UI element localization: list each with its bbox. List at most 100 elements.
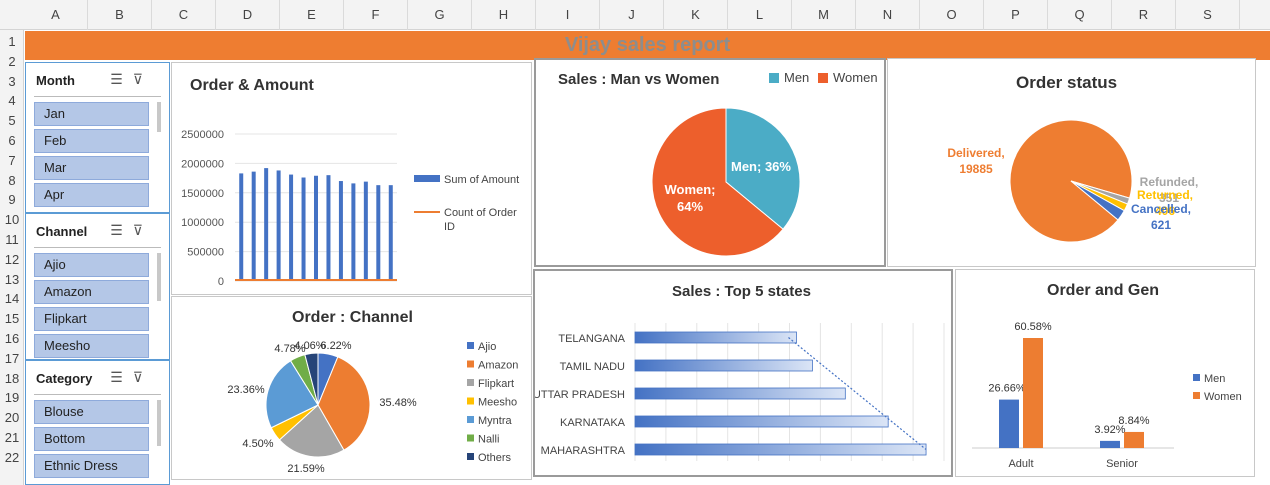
slicer-scrollbar[interactable] — [157, 400, 161, 446]
row-header[interactable]: 13 — [4, 271, 20, 287]
data-label: Delivered, — [947, 146, 1004, 160]
slicer-item[interactable]: Ethnic Dress — [34, 454, 149, 478]
legend-label: Sum of Amount — [444, 174, 519, 186]
slicer-item[interactable]: Mar — [34, 156, 149, 180]
row-header[interactable]: 21 — [4, 430, 20, 445]
column-header[interactable]: Q — [1048, 0, 1112, 30]
column-header[interactable]: M — [792, 0, 856, 30]
column-header[interactable]: E — [280, 0, 344, 30]
order-amount-chart[interactable]: Order & Amount 2500000 2000000 1500000 1000… — [171, 62, 532, 295]
multi-select-icon[interactable]: ☰ — [110, 222, 133, 238]
slicer-item[interactable]: Meesho — [34, 334, 149, 358]
legend-swatch — [467, 379, 474, 386]
row-header[interactable]: 6 — [8, 133, 16, 148]
row-header[interactable]: 4 — [8, 93, 16, 109]
bar — [1023, 338, 1043, 448]
legend-swatch — [467, 416, 474, 423]
y-tick-label: 2500000 — [181, 129, 224, 141]
slicer-item[interactable]: Ajio — [34, 253, 149, 277]
pie-slice — [1070, 180, 1125, 221]
legend-swatch — [467, 397, 474, 405]
row-header[interactable]: 17 — [4, 350, 20, 366]
row-header[interactable]: 20 — [4, 410, 20, 426]
category-label: TELANGANA — [558, 333, 625, 345]
slicer-item[interactable]: Bottom — [34, 427, 149, 451]
row-header[interactable]: 15 — [4, 311, 20, 327]
column-header[interactable]: H — [472, 0, 536, 30]
order-status-chart[interactable]: Order status Delivered, 19885 Refunded, 351… — [887, 58, 1256, 267]
bar — [376, 185, 381, 281]
row-header[interactable]: 3 — [8, 73, 16, 89]
chart-title: Order and Gen — [1047, 282, 1160, 299]
order-gen-chart[interactable]: Order and Gen 26.66% 60.58% Adult 3.92% 8.84… — [955, 269, 1255, 477]
row-header[interactable]: 2 — [8, 53, 16, 69]
slicer-item[interactable]: Apr — [34, 183, 149, 207]
row-header[interactable]: 5 — [8, 113, 16, 129]
category-slicer[interactable]: Category ☰⊽ Blouse Bottom Ethnic Dress — [25, 360, 170, 485]
top-states-chart[interactable]: Sales : Top 5 states TELANGANA TAMIL NADU… — [533, 269, 953, 477]
column-header[interactable]: L — [728, 0, 792, 30]
order-channel-chart[interactable]: Order : Channel 6.22% 35.48% 21.59% 4.50% 23… — [171, 296, 532, 480]
column-header[interactable]: P — [984, 0, 1048, 30]
slicer-item[interactable]: Flipkart — [34, 307, 149, 331]
data-label: 4.78% — [274, 343, 305, 355]
column-header[interactable]: C — [152, 0, 216, 30]
column-header[interactable]: J — [600, 0, 664, 30]
row-header[interactable]: 19 — [4, 390, 20, 406]
column-header[interactable]: I — [536, 0, 600, 30]
column-header[interactable]: B — [88, 0, 152, 30]
pie-slice — [265, 360, 319, 429]
row-header[interactable]: 8 — [8, 172, 16, 188]
row-header[interactable]: 9 — [8, 192, 16, 208]
data-label: 621 — [1151, 218, 1171, 232]
divider — [34, 96, 161, 97]
data-label: Women; — [664, 182, 715, 197]
bar — [363, 181, 368, 281]
slicer-scrollbar[interactable] — [157, 253, 161, 301]
bar — [301, 177, 306, 281]
column-header[interactable]: A — [24, 0, 88, 30]
row-header-bar: 1 2 3 4 5 6 7 8 9 10 11 12 13 14 15 16 17 18 19 20 21 22 — [0, 30, 24, 485]
row-header[interactable]: 1 — [8, 34, 16, 49]
chart-title: Order : Channel — [292, 309, 413, 326]
row-header[interactable]: 18 — [4, 370, 20, 386]
column-header[interactable]: N — [856, 0, 920, 30]
slicer-item[interactable]: Blouse — [34, 400, 149, 424]
sales-gender-chart[interactable]: Sales : Man vs Women Men; 36% Women; 64% Me… — [534, 58, 886, 267]
column-header[interactable]: D — [216, 0, 280, 30]
clear-filter-icon[interactable]: ⊽ — [132, 222, 153, 238]
column-header[interactable]: S — [1176, 0, 1240, 30]
slicer-scrollbar[interactable] — [157, 102, 161, 132]
bar — [239, 173, 244, 281]
legend-label: Meesho — [478, 397, 517, 409]
clear-filter-icon[interactable]: ⊽ — [132, 71, 153, 87]
column-header[interactable]: O — [920, 0, 984, 30]
bar-chart-svg: 2500000 2000000 1500000 1000000 500000 0 Sum o… — [181, 129, 519, 288]
row-header[interactable]: 14 — [4, 291, 20, 307]
column-header[interactable]: R — [1112, 0, 1176, 30]
row-header[interactable]: 12 — [4, 251, 20, 267]
multi-select-icon[interactable]: ☰ — [110, 71, 133, 87]
report-title: Vijay sales report — [564, 34, 731, 56]
multi-select-icon[interactable]: ☰ — [110, 369, 133, 385]
row-header[interactable]: 10 — [4, 212, 20, 228]
slicer-item[interactable]: Amazon — [34, 280, 149, 304]
legend-swatch — [769, 73, 779, 83]
month-slicer[interactable]: Month ☰⊽ Jan Feb Mar Apr — [25, 62, 170, 213]
legend-swatch — [1193, 392, 1200, 399]
row-header[interactable]: 11 — [5, 232, 19, 247]
row-header[interactable]: 7 — [8, 152, 16, 168]
column-header[interactable]: K — [664, 0, 728, 30]
slicer-item[interactable]: Feb — [34, 129, 149, 153]
row-header[interactable]: 22 — [4, 449, 20, 465]
column-header[interactable]: F — [344, 0, 408, 30]
channel-slicer[interactable]: Channel ☰⊽ Ajio Amazon Flipkart Meesho — [25, 213, 170, 360]
bar — [999, 399, 1019, 448]
row-header[interactable]: 16 — [4, 331, 20, 346]
bar — [338, 181, 343, 281]
slicer-item[interactable]: Jan — [34, 102, 149, 126]
clear-filter-icon[interactable]: ⊽ — [132, 369, 153, 385]
column-header[interactable]: G — [408, 0, 472, 30]
y-tick-label: 2000000 — [181, 158, 224, 170]
